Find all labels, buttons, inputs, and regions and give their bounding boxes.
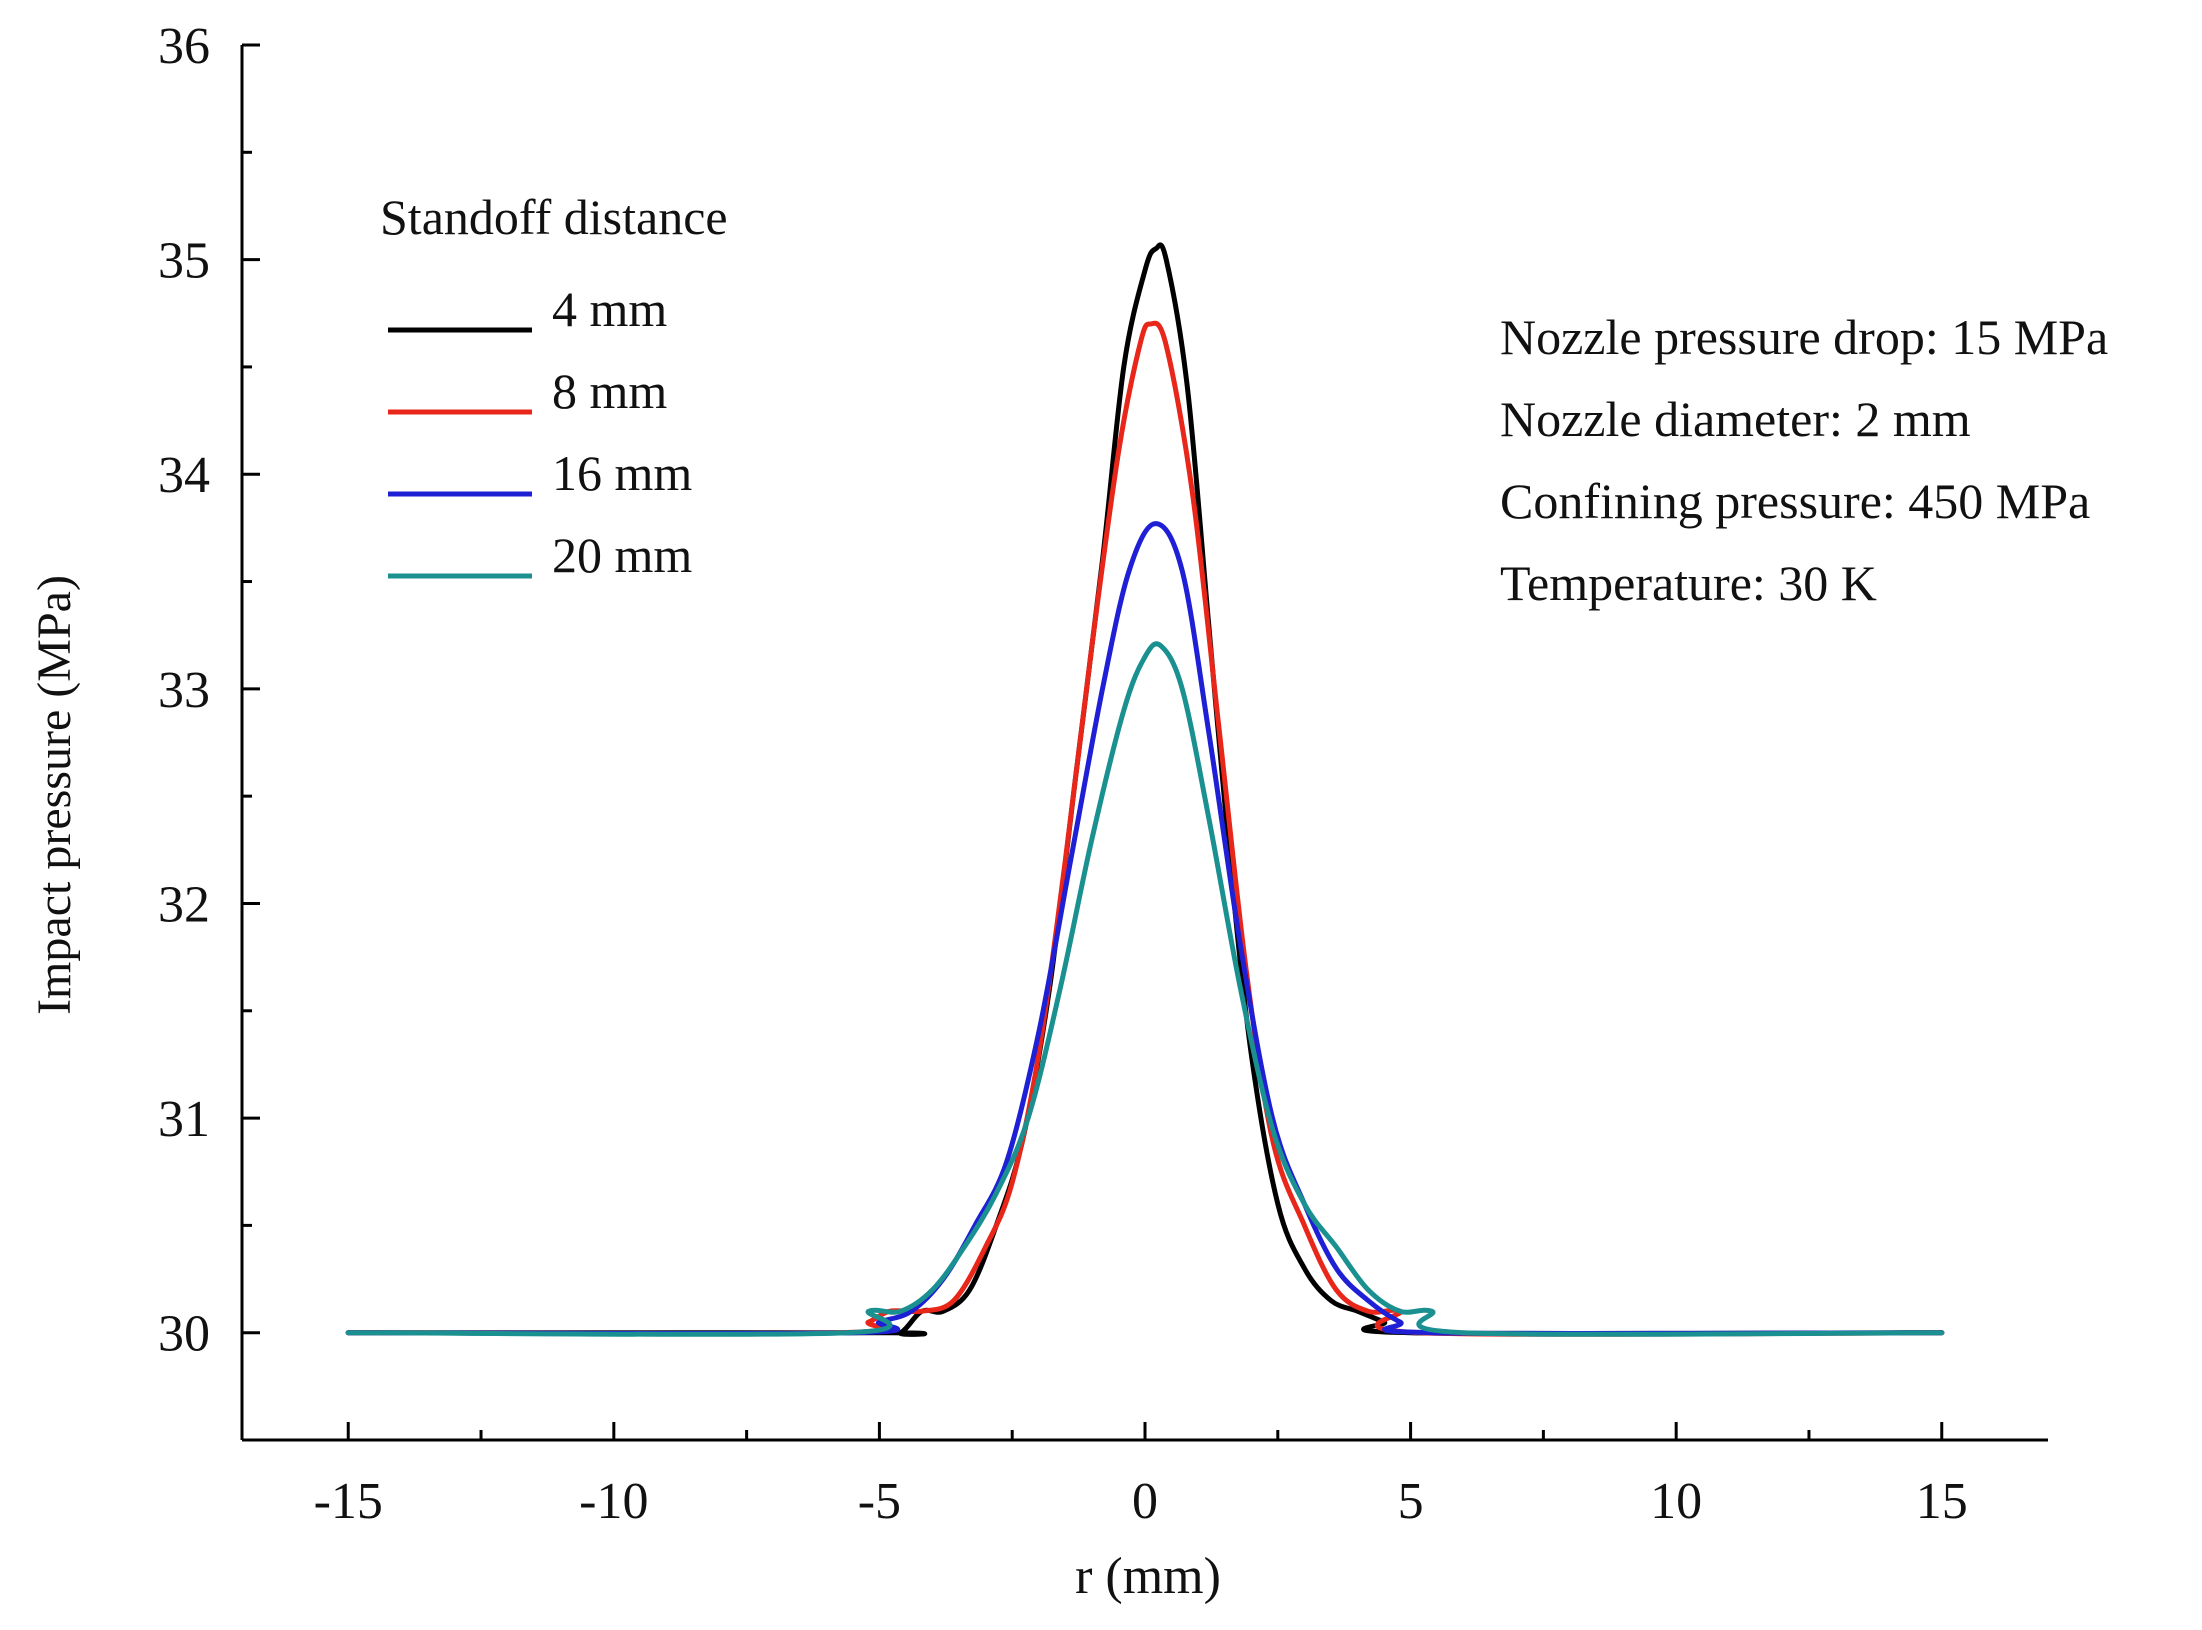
x-axis-label: r (mm) bbox=[1075, 1548, 1221, 1605]
series-line-4-mm bbox=[345, 242, 1945, 1337]
annotations: Nozzle pressure drop: 15 MPa Nozzle diam… bbox=[1500, 309, 2108, 611]
y-tick-label: 32 bbox=[158, 876, 210, 933]
series-line-16-mm bbox=[345, 521, 1945, 1336]
annotation-nozzle-pressure-drop: Nozzle pressure drop: 15 MPa bbox=[1500, 309, 2108, 365]
y-tick-label: 36 bbox=[158, 18, 210, 75]
y-tick-label: 35 bbox=[158, 233, 210, 290]
legend-title: Standoff distance bbox=[380, 189, 728, 245]
x-tick-label: 5 bbox=[1398, 1473, 1424, 1530]
annotation-nozzle-diameter: Nozzle diameter: 2 mm bbox=[1500, 391, 1971, 447]
x-tick-label: -15 bbox=[314, 1473, 383, 1530]
y-tick-label: 31 bbox=[158, 1091, 210, 1148]
x-tick-label: -5 bbox=[858, 1473, 901, 1530]
y-tick-label: 34 bbox=[158, 447, 210, 504]
y-tick-label: 30 bbox=[158, 1306, 210, 1363]
x-tick-label: 15 bbox=[1916, 1473, 1968, 1530]
legend-label-20-mm: 20 mm bbox=[552, 527, 692, 583]
x-tick-label: -10 bbox=[579, 1473, 648, 1530]
series-lines bbox=[345, 242, 1945, 1337]
annotation-confining-pressure: Confining pressure: 450 MPa bbox=[1500, 473, 2090, 529]
x-ticks: -15 -10 -5 0 5 10 15 bbox=[314, 1422, 1968, 1530]
y-tick-label: 33 bbox=[158, 662, 210, 719]
x-tick-label: 0 bbox=[1132, 1473, 1158, 1530]
legend-label-8-mm: 8 mm bbox=[552, 363, 667, 419]
x-tick-label: 10 bbox=[1650, 1473, 1702, 1530]
legend-label-16-mm: 16 mm bbox=[552, 445, 692, 501]
legend-label-4-mm: 4 mm bbox=[552, 281, 667, 337]
axes bbox=[240, 45, 2048, 1442]
legend: Standoff distance 4 mm 8 mm 16 mm 20 mm bbox=[380, 189, 728, 583]
y-ticks: 30 31 32 33 34 35 36 bbox=[158, 18, 260, 1363]
y-axis-label: Impact pressure (MPa) bbox=[28, 575, 81, 1015]
series-line-20-mm bbox=[345, 641, 1945, 1337]
annotation-temperature: Temperature: 30 K bbox=[1500, 555, 1877, 611]
